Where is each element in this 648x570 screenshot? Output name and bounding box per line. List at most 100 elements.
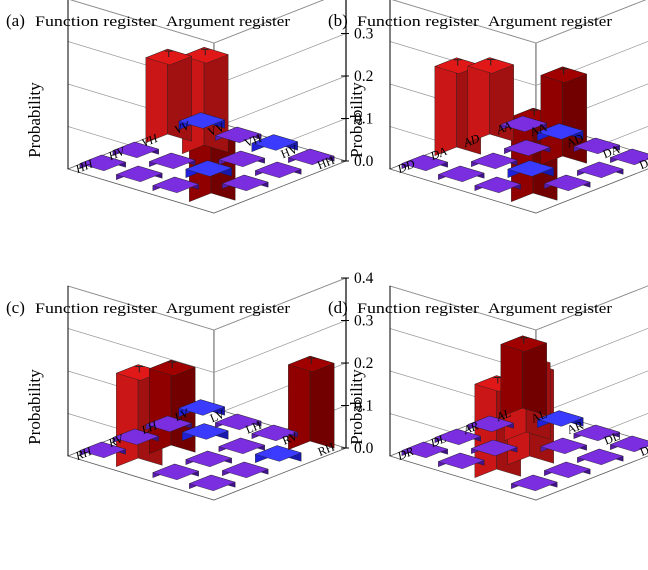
bar bbox=[536, 410, 584, 428]
function-state-label: LV bbox=[208, 407, 227, 426]
bar bbox=[251, 134, 299, 152]
bar-top bbox=[221, 174, 269, 192]
bar bbox=[185, 450, 233, 468]
bar bbox=[510, 474, 558, 492]
bar bbox=[112, 428, 160, 446]
bar-top bbox=[254, 161, 302, 179]
bar-top bbox=[543, 174, 591, 192]
bar-top bbox=[287, 148, 335, 166]
bar-top bbox=[214, 413, 262, 431]
bar-top bbox=[145, 415, 193, 433]
bar bbox=[254, 161, 302, 179]
bar-top bbox=[576, 448, 624, 466]
argument-state-label: DA bbox=[428, 144, 450, 164]
bar-top bbox=[251, 134, 299, 151]
bar bbox=[576, 448, 624, 466]
panel-label: (d) bbox=[328, 298, 348, 317]
bar bbox=[470, 439, 518, 457]
argument-register-title: Argument register bbox=[488, 14, 612, 30]
z-axis-label: Probability bbox=[347, 369, 366, 445]
bar bbox=[467, 415, 515, 433]
z-tick-label: 0.1 bbox=[354, 398, 373, 415]
function-state-label: VH bbox=[242, 131, 264, 151]
bar-top bbox=[609, 435, 648, 453]
bar-top bbox=[500, 115, 548, 133]
bar-top bbox=[221, 461, 269, 479]
bar bbox=[152, 463, 200, 481]
bar-top bbox=[181, 423, 229, 440]
bar bbox=[188, 474, 236, 492]
bar-top bbox=[254, 445, 302, 462]
bar-top bbox=[251, 424, 299, 442]
function-state-label: HV bbox=[279, 142, 301, 162]
argument-state-label: AL bbox=[494, 406, 513, 425]
argument-state-label: RH bbox=[73, 444, 95, 464]
function-state-label: DA bbox=[601, 142, 623, 162]
bar bbox=[221, 461, 269, 479]
bar bbox=[467, 57, 515, 143]
bar bbox=[503, 139, 551, 157]
bar-top bbox=[188, 474, 236, 492]
bar-top bbox=[112, 141, 160, 159]
bar bbox=[218, 150, 266, 168]
argument-state-label: DL bbox=[428, 431, 449, 450]
function-state-label: DR bbox=[638, 440, 648, 459]
bar-top bbox=[218, 437, 266, 455]
z-tick-label: 0.3 bbox=[354, 313, 374, 330]
bar-top bbox=[178, 399, 226, 416]
z-axis-label: Probability bbox=[25, 82, 44, 158]
gridline bbox=[70, 0, 325, 44]
bar bbox=[437, 452, 485, 470]
bar bbox=[543, 174, 591, 192]
bar-top bbox=[536, 410, 584, 427]
argument-state-label: HV bbox=[106, 143, 129, 163]
bar bbox=[437, 165, 485, 183]
bar bbox=[287, 355, 335, 450]
bar bbox=[152, 176, 200, 194]
bar-top bbox=[185, 450, 233, 468]
bar bbox=[609, 435, 648, 453]
bar bbox=[507, 160, 555, 178]
gridline bbox=[67, 277, 347, 331]
gridline bbox=[392, 0, 647, 44]
bar bbox=[573, 137, 621, 155]
function-state-label: AR bbox=[565, 418, 586, 437]
argument-register-title: Argument register bbox=[166, 301, 290, 317]
function-register-title: Function register bbox=[357, 301, 479, 317]
argument-state-label: LH bbox=[139, 418, 161, 438]
bar bbox=[112, 141, 160, 159]
panel-label: (b) bbox=[328, 11, 348, 30]
argument-state-label: AA bbox=[494, 118, 514, 137]
bar-top bbox=[152, 463, 200, 481]
bar-top bbox=[148, 152, 196, 170]
function-state-label: AA bbox=[528, 120, 550, 140]
bar bbox=[536, 123, 584, 141]
z-tick-label: 0.2 bbox=[354, 68, 373, 85]
bar bbox=[254, 445, 302, 463]
function-register-title: Function register bbox=[35, 14, 157, 30]
bar bbox=[543, 461, 591, 479]
function-state-label: LH bbox=[243, 418, 263, 437]
bar-top bbox=[437, 452, 485, 470]
function-state-label: AD bbox=[564, 131, 586, 151]
bar-top bbox=[576, 161, 624, 179]
gridline bbox=[389, 41, 648, 86]
bar-top bbox=[401, 441, 449, 459]
bar-top bbox=[540, 437, 588, 455]
argument-state-label: AR bbox=[461, 418, 481, 437]
bar-top bbox=[609, 148, 648, 166]
bar-top bbox=[573, 424, 621, 442]
function-state-label: RH bbox=[316, 440, 337, 459]
bar bbox=[287, 148, 335, 166]
z-tick-label: 0.2 bbox=[354, 355, 373, 372]
argument-state-label: RV bbox=[106, 431, 127, 450]
bar-top bbox=[115, 165, 163, 183]
bar-top bbox=[152, 176, 200, 194]
z-tick-label: 0.0 bbox=[354, 153, 374, 170]
bar-top bbox=[79, 154, 127, 172]
bar bbox=[218, 437, 266, 455]
bar-top bbox=[543, 461, 591, 479]
bar bbox=[115, 165, 163, 183]
